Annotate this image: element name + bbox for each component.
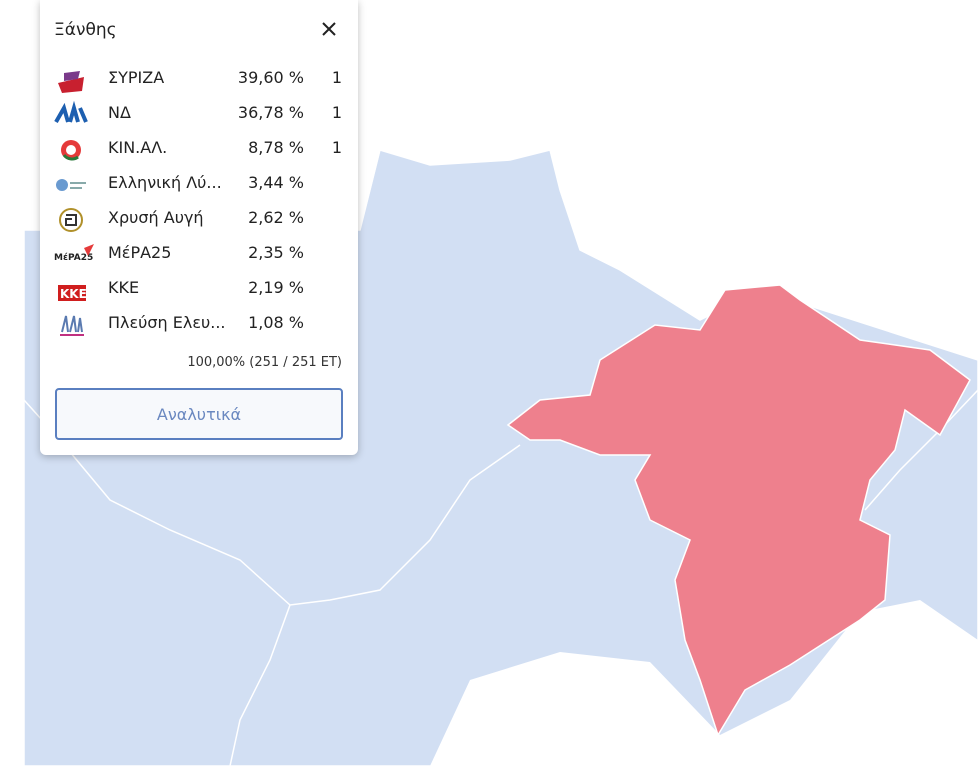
result-row: ΝΔ 36,78 % 1 <box>40 97 358 127</box>
result-row: MέPA25 ΜέΡΑ25 2,35 % <box>40 237 358 267</box>
vote-share: 2,62 % <box>248 208 304 227</box>
party-name: ΣΥΡΙΖΑ <box>108 68 165 87</box>
vote-share: 2,19 % <box>248 278 304 297</box>
svg-text:KKE: KKE <box>60 287 87 301</box>
popup-title: Ξάνθης <box>54 20 117 40</box>
party-logo <box>54 100 88 123</box>
popup: Ξάνθης ΣΥΡΙΖΑ 39,60 % 1 ΝΔ 36,78 % 1 ΚΙΝ.ΑΛ. 8,… <box>40 0 358 455</box>
party-logo <box>56 179 86 191</box>
border <box>23 389 978 766</box>
result-row: KKE ΚΚΕ 2,19 % <box>40 272 358 302</box>
result-row: ΚΙΝ.ΑΛ. 8,78 % 1 <box>40 132 358 162</box>
party-name: ΜέΡΑ25 <box>108 243 172 262</box>
vote-share: 1,08 % <box>248 313 304 332</box>
seats: 1 <box>331 103 342 122</box>
result-row: Πλεύση Ελευ... 1,08 % <box>40 307 358 337</box>
details-button[interactable]: Αναλυτικά <box>55 388 343 440</box>
result-row: ΣΥΡΙΖΑ 39,60 % 1 <box>40 62 358 93</box>
vote-share: 3,44 % <box>248 173 304 192</box>
party-logo <box>58 71 84 93</box>
party-name: Χρυσή Αυγή <box>108 208 204 227</box>
result-row: Χρυσή Αυγή 2,62 % <box>40 202 358 232</box>
party-logo <box>60 315 84 336</box>
sea <box>430 600 978 766</box>
party-name: ΝΔ <box>108 103 131 122</box>
vote-share: 36,78 % <box>237 103 304 122</box>
selected-region[interactable] <box>506 284 971 737</box>
vote-share: 2,35 % <box>248 243 304 262</box>
party-logo: MέPA25 <box>54 244 94 263</box>
close-button[interactable] <box>322 22 336 36</box>
party-logo <box>59 208 83 232</box>
seats: 1 <box>331 138 342 157</box>
seats: 1 <box>331 68 342 87</box>
party-name: ΚΚΕ <box>108 278 140 297</box>
svg-text:MέPA25: MέPA25 <box>54 252 93 263</box>
counted-footer: 100,00% (251 / 251 ET) <box>187 355 342 370</box>
party-logo <box>61 140 81 161</box>
result-row: Ελληνική Λύ... 3,44 % <box>40 167 358 197</box>
vote-share: 8,78 % <box>248 138 304 157</box>
party-name: Ελληνική Λύ... <box>108 173 222 192</box>
party-name: Πλεύση Ελευ... <box>108 313 226 332</box>
vote-share: 39,60 % <box>237 68 304 87</box>
party-logo: KKE <box>58 285 87 301</box>
party-name: ΚΙΝ.ΑΛ. <box>108 138 168 157</box>
